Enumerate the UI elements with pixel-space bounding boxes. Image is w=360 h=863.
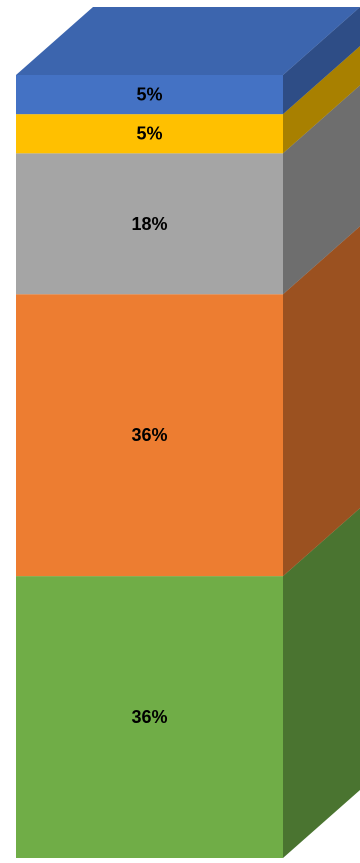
data-label-0: 36% — [131, 707, 167, 727]
bar-side-segment-3 — [283, 46, 360, 154]
data-label-3: 5% — [136, 124, 162, 144]
bar-side-segment-4 — [283, 7, 360, 115]
bar-top-face — [16, 7, 360, 75]
data-label-4: 5% — [136, 85, 162, 105]
bar-segment-2 — [16, 153, 283, 295]
data-label-2: 18% — [131, 214, 167, 234]
bar-segment-1 — [16, 294, 283, 577]
data-label-1: 36% — [131, 425, 167, 445]
bar-side-segment-0 — [283, 508, 360, 858]
bar-segment-0 — [16, 576, 283, 858]
bar-side-segment-2 — [283, 85, 360, 295]
bar-side-segment-1 — [283, 226, 360, 577]
bar-segment-3 — [16, 114, 283, 154]
bar-segment-4 — [16, 75, 283, 115]
